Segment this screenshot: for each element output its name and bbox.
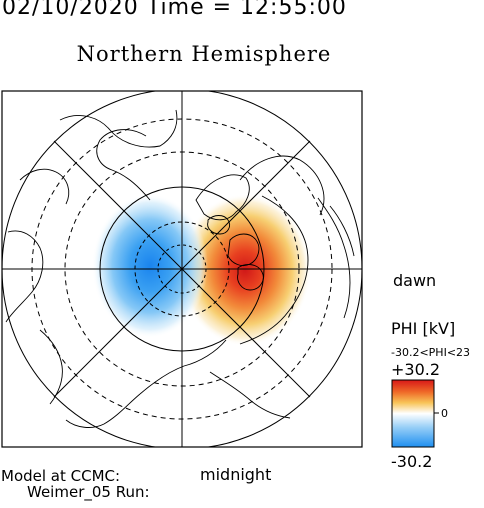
date-time-header: 02/10/2020 Time = 12:55:00 xyxy=(2,0,347,20)
colorbar-title: PHI [kV] xyxy=(391,319,456,338)
coastlines xyxy=(5,109,355,428)
dawn-label: dawn xyxy=(393,271,437,290)
colorbar-min-label: -30.2 xyxy=(391,452,433,471)
midnight-label: midnight xyxy=(200,465,272,484)
meridian-lines xyxy=(2,91,362,447)
credits-run: Weimer_05 Run: xyxy=(27,483,150,501)
colorbar-mid-label: 0 xyxy=(441,407,448,420)
hemisphere-title: Northern Hemisphere xyxy=(76,42,332,66)
colorbar-gradient xyxy=(391,379,435,448)
credits-model: Model at CCMC: xyxy=(1,467,121,485)
colorbar-range-text: -30.2<PHI<23 xyxy=(391,347,471,358)
dusk-potential-cell xyxy=(92,194,208,338)
colorbar-max-label: +30.2 xyxy=(391,360,441,379)
